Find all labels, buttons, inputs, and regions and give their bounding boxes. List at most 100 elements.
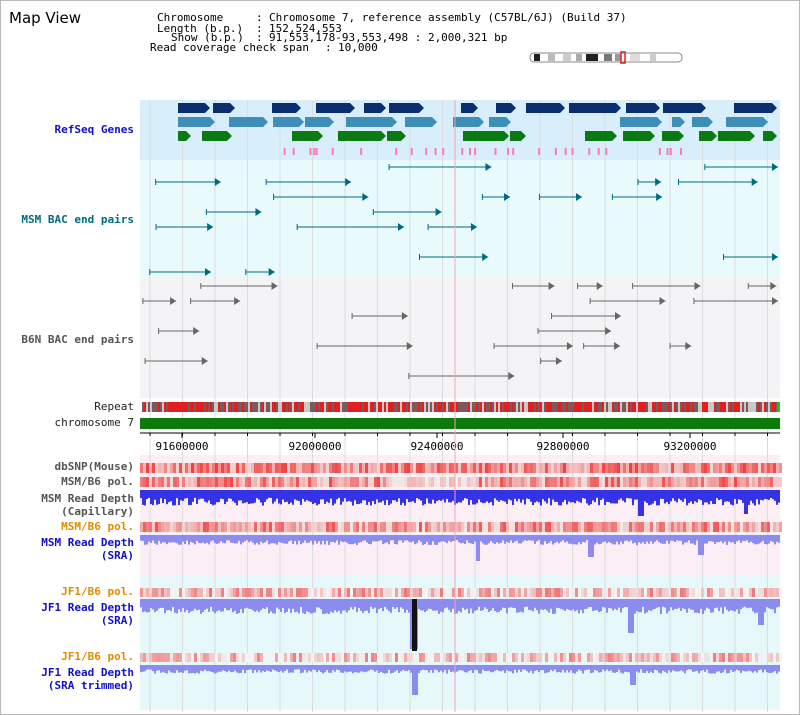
msm-b6-pol-2-cell [341, 522, 344, 532]
msm-depth-sra-bar [494, 535, 496, 545]
b6n-bac-end-pairs-label[interactable]: B6N BAC end pairs [21, 333, 134, 346]
jf1-b6-pol-1-cell [200, 588, 203, 597]
msm-depth-sra-bar [586, 535, 588, 541]
jf1-b6-pol-1-cell [485, 588, 488, 597]
jf1-b6-pol-2-cell [308, 653, 311, 662]
jf1-depth-sra-bar [394, 599, 396, 609]
msm-b6-pol-label-1[interactable]: MSM/B6 pol. [61, 475, 134, 488]
msm-depth-capillary-bar [258, 490, 260, 500]
jf1-depth-trimmed-bar [572, 665, 574, 673]
jf1-depth-sra-bar [440, 599, 442, 612]
jf1-depth-trimmed-bar [156, 665, 158, 671]
gene-block [389, 103, 419, 113]
dbsnp-label[interactable]: dbSNP(Mouse) [54, 460, 134, 473]
jf1-depth-sra-bar [560, 599, 562, 609]
dbsnp-cell [281, 463, 284, 473]
msm-depth-sra-bar [408, 535, 410, 542]
jf1-depth-trimmed-bar [468, 665, 470, 671]
jf1-depth-trimmed-bar [480, 665, 482, 674]
msm-depth-capillary-bar [644, 490, 646, 502]
jf1-depth-sra-bar [552, 599, 554, 614]
jf1-b6-pol-2-cell [587, 653, 590, 662]
msm-read-depth-sra-label[interactable]: MSM Read Depth (SRA) [41, 536, 134, 562]
dbsnp-cell [146, 463, 149, 473]
msm-b6-pol-1-cell [722, 477, 725, 487]
jf1-depth-trimmed-bar [208, 665, 210, 671]
jf1-depth-trimmed-bar [474, 665, 476, 670]
jf1-b6-pol-1-cell [311, 588, 314, 597]
repeat-segment [666, 402, 668, 412]
msm-depth-sra-bar [480, 535, 482, 542]
jf1-b6-pol-1-cell [563, 588, 566, 597]
jf1-b6-pol-label-1[interactable]: JF1/B6 pol. [61, 585, 134, 598]
jf1-b6-pol-label-2[interactable]: JF1/B6 pol. [61, 650, 134, 663]
msm-b6-pol-1-cell [428, 477, 431, 487]
msm-b6-pol-1-cell [257, 477, 260, 487]
msm-b6-pol-1-cell [401, 477, 404, 487]
msm-b6-pol-1-cell [530, 477, 533, 487]
jf1-depth-sra-bar [480, 599, 482, 611]
refseq-genes-label[interactable]: RefSeq Genes [54, 123, 134, 136]
msm-b6-pol-1-cell [188, 477, 191, 487]
gene-marker [588, 148, 591, 155]
chromosome-ideogram[interactable] [529, 51, 683, 64]
read-depth-tracks [140, 490, 780, 695]
msm-b6-pol-1-cell [140, 477, 143, 487]
jf1-depth-sra-bar [748, 599, 750, 608]
jf1-b6-pol-1-cell [158, 588, 161, 597]
msm-depth-capillary-bar [736, 490, 738, 504]
msm-b6-pol-1-cell [212, 477, 215, 487]
msm-depth-sra-bar [372, 535, 374, 542]
jf1-b6-pol-1-cell [422, 588, 425, 597]
repeat-segment [352, 402, 354, 412]
jf1-depth-trimmed-bar [692, 665, 694, 672]
dbsnp-cell [203, 463, 206, 473]
jf1-depth-sra-bar [756, 599, 758, 613]
msm-depth-sra-bar [778, 535, 780, 543]
jf1-read-depth-trimmed-label[interactable]: JF1 Read Depth (SRA trimmed) [41, 666, 134, 692]
msm-depth-sra-bar [322, 535, 324, 541]
msm-depth-sra-bar [548, 535, 550, 543]
msm-depth-sra-bar [264, 535, 266, 543]
msm-read-depth-capillary-label[interactable]: MSM Read Depth (Capillary) [41, 492, 134, 518]
msm-b6-pol-label-2[interactable]: MSM/B6 pol. [61, 520, 134, 533]
msm-b6-pol-1-cell [224, 477, 227, 487]
msm-bac-end-pairs-label[interactable]: MSM BAC end pairs [21, 213, 134, 226]
jf1-depth-trimmed-bar [432, 665, 434, 673]
jf1-b6-pol-2-cell [251, 653, 254, 662]
msm-depth-sra-bar [446, 535, 448, 544]
jf1-depth-sra-bar [558, 599, 560, 609]
msm-b6-pol-2-cell [215, 522, 218, 532]
msm-depth-sra-bar [396, 535, 398, 545]
jf1-b6-pol-1-cell [155, 588, 158, 597]
jf1-b6-pol-1-cell [560, 588, 563, 597]
jf1-depth-trimmed-bar [240, 665, 242, 673]
jf1-depth-trimmed-bar [498, 665, 500, 671]
msm-depth-sra-bar [552, 535, 554, 545]
repeat-segment [464, 402, 466, 412]
msm-depth-sra-bar [590, 535, 592, 557]
repeat-segment [202, 402, 204, 412]
msm-b6-pol-2-cell [641, 522, 644, 532]
jf1-b6-pol-1-cell [182, 588, 185, 597]
jf1-b6-pol-1-cell [587, 588, 590, 597]
jf1-b6-pol-2-cell [686, 653, 689, 662]
gene-strand-arrow [679, 131, 684, 141]
msm-depth-capillary-bar [618, 490, 620, 500]
jf1-b6-pol-2-cell [647, 653, 650, 662]
msm-depth-sra-bar [676, 535, 678, 541]
msm-depth-capillary-bar [570, 490, 572, 503]
jf1-depth-sra-bar [752, 599, 754, 612]
jf1-b6-pol-1-cell [518, 588, 521, 597]
jf1-depth-sra-bar [384, 599, 386, 607]
repeat-segment [714, 402, 716, 412]
jf1-read-depth-sra-label[interactable]: JF1 Read Depth (SRA) [41, 601, 134, 627]
msm-depth-sra-bar [238, 535, 240, 541]
jf1-depth-trimmed-bar [178, 665, 180, 673]
msm-depth-capillary-bar [710, 490, 712, 501]
msm-b6-pol-1-cell [302, 477, 305, 487]
msm-depth-sra-bar [608, 535, 610, 542]
jf1-b6-pol-1-cell [326, 588, 329, 597]
repeat-segment [280, 402, 282, 412]
